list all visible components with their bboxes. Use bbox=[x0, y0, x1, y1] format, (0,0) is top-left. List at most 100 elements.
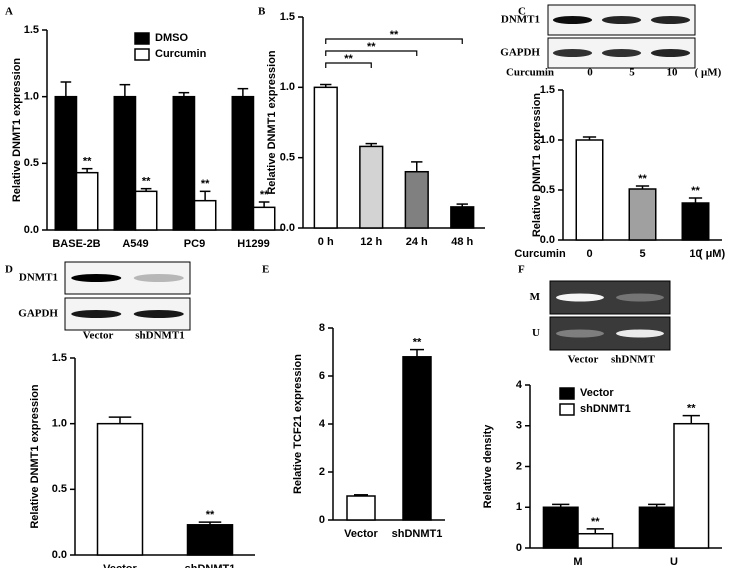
bracket bbox=[325, 38, 463, 44]
y-axis-label: Relative DNMT1 expression bbox=[531, 93, 543, 238]
bar bbox=[542, 506, 579, 549]
significance-mark: ** bbox=[83, 156, 92, 168]
y-axis-label: Relative DNMT1 expression bbox=[266, 50, 278, 195]
y-tick-label: 1 bbox=[516, 501, 522, 513]
x-tick-label: BASE-2B bbox=[52, 238, 100, 250]
y-axis-label: Relative DNMT1 expression bbox=[11, 58, 23, 203]
significance-mark: ** bbox=[260, 189, 269, 201]
panel-label: B bbox=[258, 6, 266, 18]
bar bbox=[54, 95, 78, 231]
panel-label: F bbox=[518, 264, 525, 276]
legend-swatch bbox=[559, 403, 575, 416]
blot-band bbox=[556, 293, 604, 302]
y-tick-label: 0 bbox=[319, 514, 325, 526]
bar bbox=[231, 95, 255, 231]
y-axis-label: Relative DNMT1 expression bbox=[29, 384, 41, 529]
blot-lane-label: Vector bbox=[568, 354, 599, 366]
y-tick-label: 1.5 bbox=[280, 11, 295, 23]
blot-band bbox=[133, 310, 184, 318]
x-tick-label: shDNMT1 bbox=[392, 528, 443, 540]
x-tick-label: 24 h bbox=[406, 236, 428, 248]
bracket-label: ** bbox=[390, 29, 399, 41]
x-tick-label: 10 bbox=[689, 248, 701, 260]
y-tick-label: 4 bbox=[516, 379, 523, 391]
y-tick-label: 0.5 bbox=[540, 184, 555, 196]
blot-row-label: DNMT1 bbox=[19, 272, 58, 284]
x-tick-label: 48 h bbox=[451, 236, 473, 248]
blot-row-label: GAPDH bbox=[18, 308, 58, 320]
y-tick-label: 1.0 bbox=[24, 91, 39, 103]
legend-swatch bbox=[134, 32, 150, 45]
blot-lane-title: Curcumin bbox=[506, 67, 554, 79]
y-tick-label: 1.0 bbox=[52, 418, 67, 430]
significance-mark: ** bbox=[206, 509, 215, 521]
bar bbox=[638, 506, 675, 549]
panel-label: A bbox=[5, 6, 13, 18]
y-tick-label: 0 bbox=[516, 542, 522, 554]
y-tick-label: 1.5 bbox=[52, 352, 67, 364]
x-tick-label: shDNMT1 bbox=[185, 563, 236, 568]
bar bbox=[252, 206, 276, 231]
y-tick-label: 1.0 bbox=[540, 134, 555, 146]
y-tick-label: 0.0 bbox=[280, 222, 295, 234]
bar bbox=[673, 422, 710, 549]
blot-lane-label: Vector bbox=[83, 330, 114, 342]
legend-label: DMSO bbox=[155, 32, 188, 44]
blot-band bbox=[552, 16, 593, 24]
x-tick-label: A549 bbox=[122, 238, 148, 250]
blot-row-label: M bbox=[530, 291, 541, 303]
panel-label: E bbox=[262, 264, 269, 276]
blot-row-label: DNMT1 bbox=[501, 14, 540, 26]
blot-band bbox=[601, 49, 642, 57]
blot-lane-label: shDNMT1 bbox=[135, 330, 185, 342]
bracket bbox=[325, 50, 418, 56]
blot-lane-label: 5 bbox=[629, 67, 635, 79]
bar bbox=[575, 139, 604, 241]
y-tick-label: 0.5 bbox=[280, 152, 295, 164]
blot-lane-unit: ( μM) bbox=[695, 67, 722, 79]
bar bbox=[75, 171, 99, 231]
legend-label: Vector bbox=[580, 387, 614, 399]
bar bbox=[313, 86, 338, 229]
blot-lane-label: 10 bbox=[667, 67, 679, 79]
y-tick-label: 0.5 bbox=[24, 157, 39, 169]
y-tick-label: 0.0 bbox=[24, 224, 39, 236]
blot-band bbox=[616, 329, 664, 338]
blot-lane-label: 0 bbox=[587, 67, 593, 79]
y-axis-label: Relative density bbox=[482, 424, 494, 509]
bar bbox=[628, 188, 657, 241]
x-tick-label: 5 bbox=[639, 248, 645, 260]
bar bbox=[346, 495, 376, 521]
bar bbox=[96, 422, 144, 556]
bar bbox=[113, 95, 137, 231]
y-tick-label: 2 bbox=[319, 466, 325, 478]
significance-mark: ** bbox=[687, 402, 696, 414]
legend-swatch bbox=[134, 48, 150, 61]
x-tick-label: PC9 bbox=[184, 238, 205, 250]
legend-label: Curcumin bbox=[155, 48, 207, 60]
significance-mark: ** bbox=[201, 178, 210, 190]
significance-mark: ** bbox=[142, 176, 151, 188]
y-axis-label: Relative TCF21 expression bbox=[292, 354, 304, 494]
x-tick-label: 0 h bbox=[318, 236, 334, 248]
significance-mark: ** bbox=[413, 337, 422, 349]
y-tick-label: 6 bbox=[319, 370, 325, 382]
x-tick-label: M bbox=[573, 556, 582, 568]
y-tick-label: 0.0 bbox=[52, 549, 67, 561]
blot-band bbox=[552, 49, 593, 57]
significance-mark: ** bbox=[638, 173, 647, 185]
y-tick-label: 4 bbox=[319, 418, 326, 430]
legend-swatch bbox=[559, 387, 575, 400]
y-tick-label: 1.5 bbox=[540, 84, 555, 96]
x-axis-unit: ( μM) bbox=[699, 248, 726, 260]
y-tick-label: 0.0 bbox=[540, 234, 555, 246]
y-tick-label: 0.5 bbox=[52, 483, 67, 495]
y-tick-label: 2 bbox=[516, 460, 522, 472]
blot-band bbox=[601, 16, 642, 24]
significance-mark: ** bbox=[591, 516, 600, 528]
x-tick-label: U bbox=[670, 556, 678, 568]
blot-band bbox=[71, 274, 122, 282]
bar bbox=[404, 170, 429, 229]
blot-row-label: GAPDH bbox=[500, 47, 540, 59]
